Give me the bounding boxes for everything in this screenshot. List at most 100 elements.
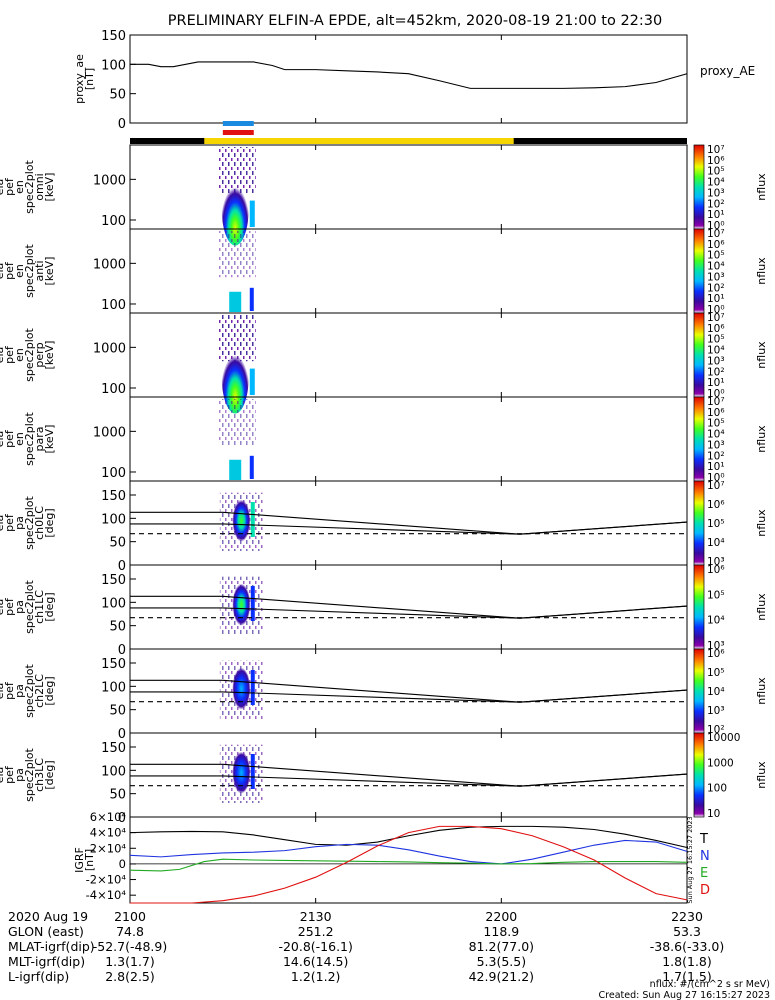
igrf-legend-D: D [700,883,710,898]
colorbar-tick-label: 10³ [707,439,725,451]
y-axis-label: anti [33,260,46,281]
colorbar-tick-label: 10¹ [707,293,725,305]
loss-cone-line [130,679,688,703]
y-axis-label: pef [3,261,16,280]
colorbar-label: nflux [755,509,768,537]
loss-cone-line [130,773,688,787]
colorbar-tick-label: 10³ [707,640,725,652]
y-axis-label: ela [0,179,6,196]
colorbar-tick-label: 10⁶ [707,407,725,419]
panel-frame-0 [129,34,688,124]
loss-cone-line [130,595,688,619]
y-axis-label: en [13,264,26,278]
y-axis-label: ela [0,263,6,280]
y-tick-label: 2×10⁴ [90,841,127,855]
footnote: nflux: #/(cm^2 s sr MeV) [650,979,770,990]
y-tick-label: -2×10⁴ [86,873,127,887]
igrf-line-T [129,825,688,849]
spectrogram-noise [218,231,256,278]
spectrogram-flux-region [249,455,254,479]
panel-frame-4 [129,396,688,482]
y-axis-label: ela [0,683,6,700]
y-axis-label: pa [13,600,26,614]
colorbar-tick-label: 10⁶ [707,564,725,576]
colorbar-tick-label: 10³ [707,556,725,568]
colorbar-tick-label: 10⁶ [707,155,725,167]
orbit-row-label: GLON (east) [8,924,84,939]
y-tick-label: 1000 [93,341,126,356]
spectrogram-flux-region [249,368,255,395]
y-axis-label: ela [0,767,6,784]
colorbar-label: nflux [755,173,768,201]
y-axis-label: ela [0,599,6,616]
colorbar-7 [693,648,705,734]
y-axis-label: spec2plot [23,580,36,634]
y-axis-label: omni [33,173,46,200]
orbit-row-value: -20.8(-16.1) [278,939,352,954]
y-tick-label: 100 [101,58,126,73]
colorbar-tick-label: 10⁰ [707,388,725,400]
y-axis-label: proxy_ae [73,54,86,104]
y-tick-label: 0 [118,727,126,742]
y-tick-label: 1000 [93,425,126,440]
colorbar-tick-label: 10⁵ [707,667,725,679]
colorbar-4 [693,396,705,482]
panel-frame-3 [129,312,688,398]
colorbar-tick-label: 10⁴ [707,686,725,698]
proxy-ae-line [130,61,688,89]
y-tick-label: 100 [101,680,126,695]
y-axis-label: spec2plot [23,328,36,382]
orbit-row-value: 53.3 [673,924,701,939]
colorbar-tick-label: 10⁴ [707,615,725,627]
spectrogram-flux-region [249,287,254,311]
panel-frame-8 [129,732,688,818]
proxy-ae-legend: proxy_AE [700,64,755,78]
colorbar-tick-label: 10³ [707,355,725,367]
colorbar-tick-label: 10³ [707,271,725,283]
panel-frame-1 [129,144,688,230]
colorbar-tick-label: 10⁵ [707,418,725,430]
y-axis-label: en [13,180,26,194]
colorbar-3 [693,312,705,398]
y-tick-label: 0 [118,559,126,574]
orbit-row-value: 1.7(1.5) [662,969,712,984]
y-tick-label: 100 [101,596,126,611]
colorbar-tick-label: 10¹ [707,461,725,473]
colorbar-tick-label: 10⁶ [707,499,725,511]
colorbar-label: nflux [755,425,768,453]
orbit-row-label: MLAT-igrf(dip) [8,939,95,954]
y-tick-label: 50 [109,704,126,719]
colorbar-tick-label: 10⁰ [707,304,725,316]
colorbar-label: nflux [755,677,768,705]
panel-frame-7 [129,648,688,734]
y-tick-label: 50 [109,788,126,803]
spectrogram-flux-region [229,459,242,480]
y-axis-label: ch1LC [33,590,46,624]
colorbar-tick-label: 1000 [707,757,734,769]
science-marker-red [222,130,254,135]
y-axis-label: [deg] [43,508,56,537]
y-axis-label: pef [3,597,16,616]
y-axis-label: ch2LC [33,674,46,708]
colorbar-tick-label: 10⁷ [707,312,725,324]
y-tick-label: -4×10⁴ [86,888,127,902]
pa-spectrogram-flux-region [250,670,255,705]
orbit-row-value: 2200 [485,909,517,924]
orbit-row-value: 42.9(21.2) [469,969,534,984]
orbit-row-value: 251.2 [298,924,334,939]
colorbar-tick-label: 10⁴ [707,537,725,549]
colorbar-tick-label: 10¹ [707,209,725,221]
y-axis-label: ela [0,431,6,448]
y-tick-label: 100 [101,214,126,229]
loss-cone-line [130,605,688,619]
colorbar-tick-label: 10⁵ [707,166,725,178]
colorbar-tick-label: 10⁴ [707,261,725,273]
orbit-row-value: 2130 [300,909,332,924]
y-axis-label: spec2plot [23,748,36,802]
y-tick-label: 100 [101,382,126,397]
y-tick-label: 6×10⁴ [90,810,127,824]
y-axis-label: [deg] [43,676,56,705]
orbit-row-value: 74.8 [116,924,144,939]
